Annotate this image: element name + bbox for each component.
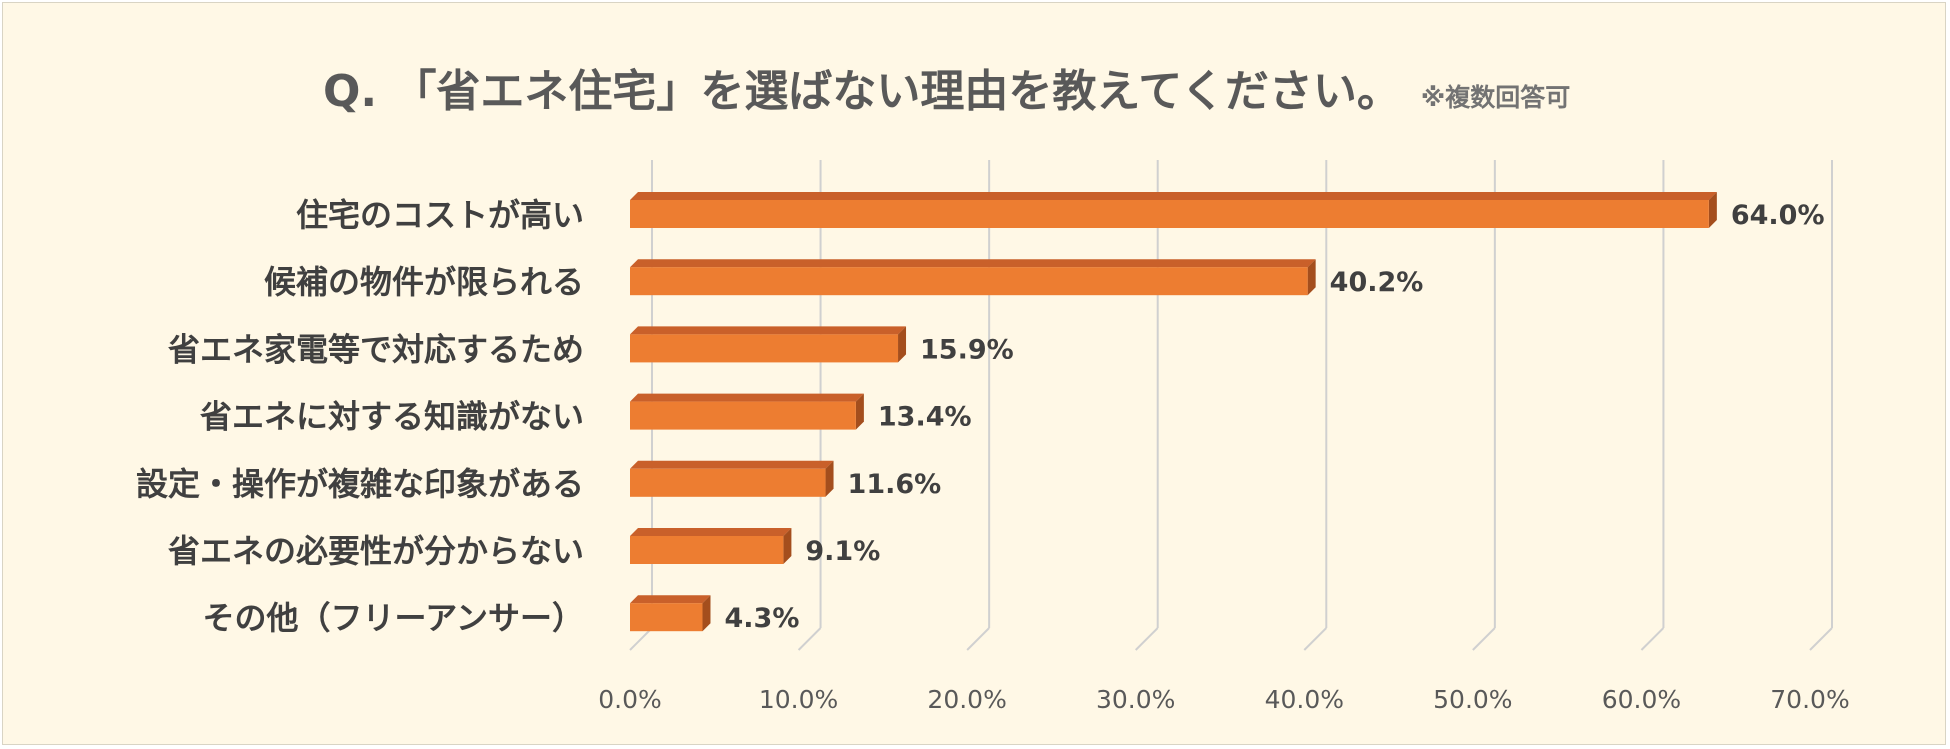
data-label: 11.6% <box>848 469 942 500</box>
x-tick-label: 20.0% <box>927 685 1006 714</box>
bar-side-face <box>855 393 864 430</box>
x-tick-label: 50.0% <box>1433 685 1512 714</box>
bar-top-face <box>630 259 1316 268</box>
category-label: 省エネ家電等で対応するため <box>168 330 584 368</box>
category-label: 住宅のコストが高い <box>296 196 584 234</box>
chart-title-note: ※複数回答可 <box>1420 83 1571 112</box>
x-tick-label: 10.0% <box>759 685 838 714</box>
gridline-floor <box>797 627 822 651</box>
bar-side-face <box>825 460 834 497</box>
gridline-floor <box>1472 627 1496 651</box>
data-label: 15.9% <box>920 334 1014 365</box>
chart-title: Q. 「省エネ住宅」を選ばない理由を教えてください。 ※複数回答可 <box>323 55 1570 119</box>
bar <box>630 603 703 632</box>
chart-title-main: Q. 「省エネ住宅」を選ばない理由を教えてください。 <box>323 66 1401 117</box>
category-label: 候補の物件が限られる <box>264 263 584 301</box>
category-label: 設定・操作が複雑な印象がある <box>136 465 584 503</box>
bar-side-face <box>783 528 792 564</box>
gridline-floor <box>1303 627 1327 651</box>
bar <box>630 536 784 564</box>
bar-top-face <box>630 460 834 469</box>
gridline-floor <box>1809 627 1833 651</box>
bar <box>630 401 856 430</box>
data-label: 40.2% <box>1330 267 1424 298</box>
bar-top-face <box>630 326 907 335</box>
bar <box>630 200 1709 228</box>
category-label: 省エネに対する知識がない <box>200 398 584 436</box>
gridline-floor <box>629 627 653 651</box>
x-tick-label: 30.0% <box>1096 685 1175 714</box>
x-tick-label: 40.0% <box>1265 685 1344 714</box>
data-label: 64.0% <box>1731 200 1825 231</box>
bar <box>630 267 1308 296</box>
bar <box>630 334 899 363</box>
bar-side-face <box>1708 192 1717 228</box>
bar-side-face <box>1307 259 1316 296</box>
bar-side-face <box>702 595 711 632</box>
data-label: 4.3% <box>724 603 799 634</box>
bar-top-face <box>630 595 711 604</box>
x-tick-label: 0.0% <box>598 685 662 714</box>
data-label: 9.1% <box>805 536 880 567</box>
bar-side-face <box>898 326 907 363</box>
bar-top-face <box>630 528 792 536</box>
data-label: 13.4% <box>878 402 972 433</box>
category-label: 省エネの必要性が分からない <box>168 532 584 570</box>
bar <box>630 468 826 497</box>
category-label: その他（フリーアンサー） <box>203 599 584 637</box>
x-tick-label: 70.0% <box>1770 685 1849 714</box>
bar-top-face <box>630 393 864 402</box>
x-tick-label: 60.0% <box>1602 685 1681 714</box>
gridline-floor <box>1640 627 1665 651</box>
bar-top-face <box>630 192 1717 200</box>
gridline-floor <box>966 627 990 651</box>
gridline-floor <box>1135 627 1159 651</box>
